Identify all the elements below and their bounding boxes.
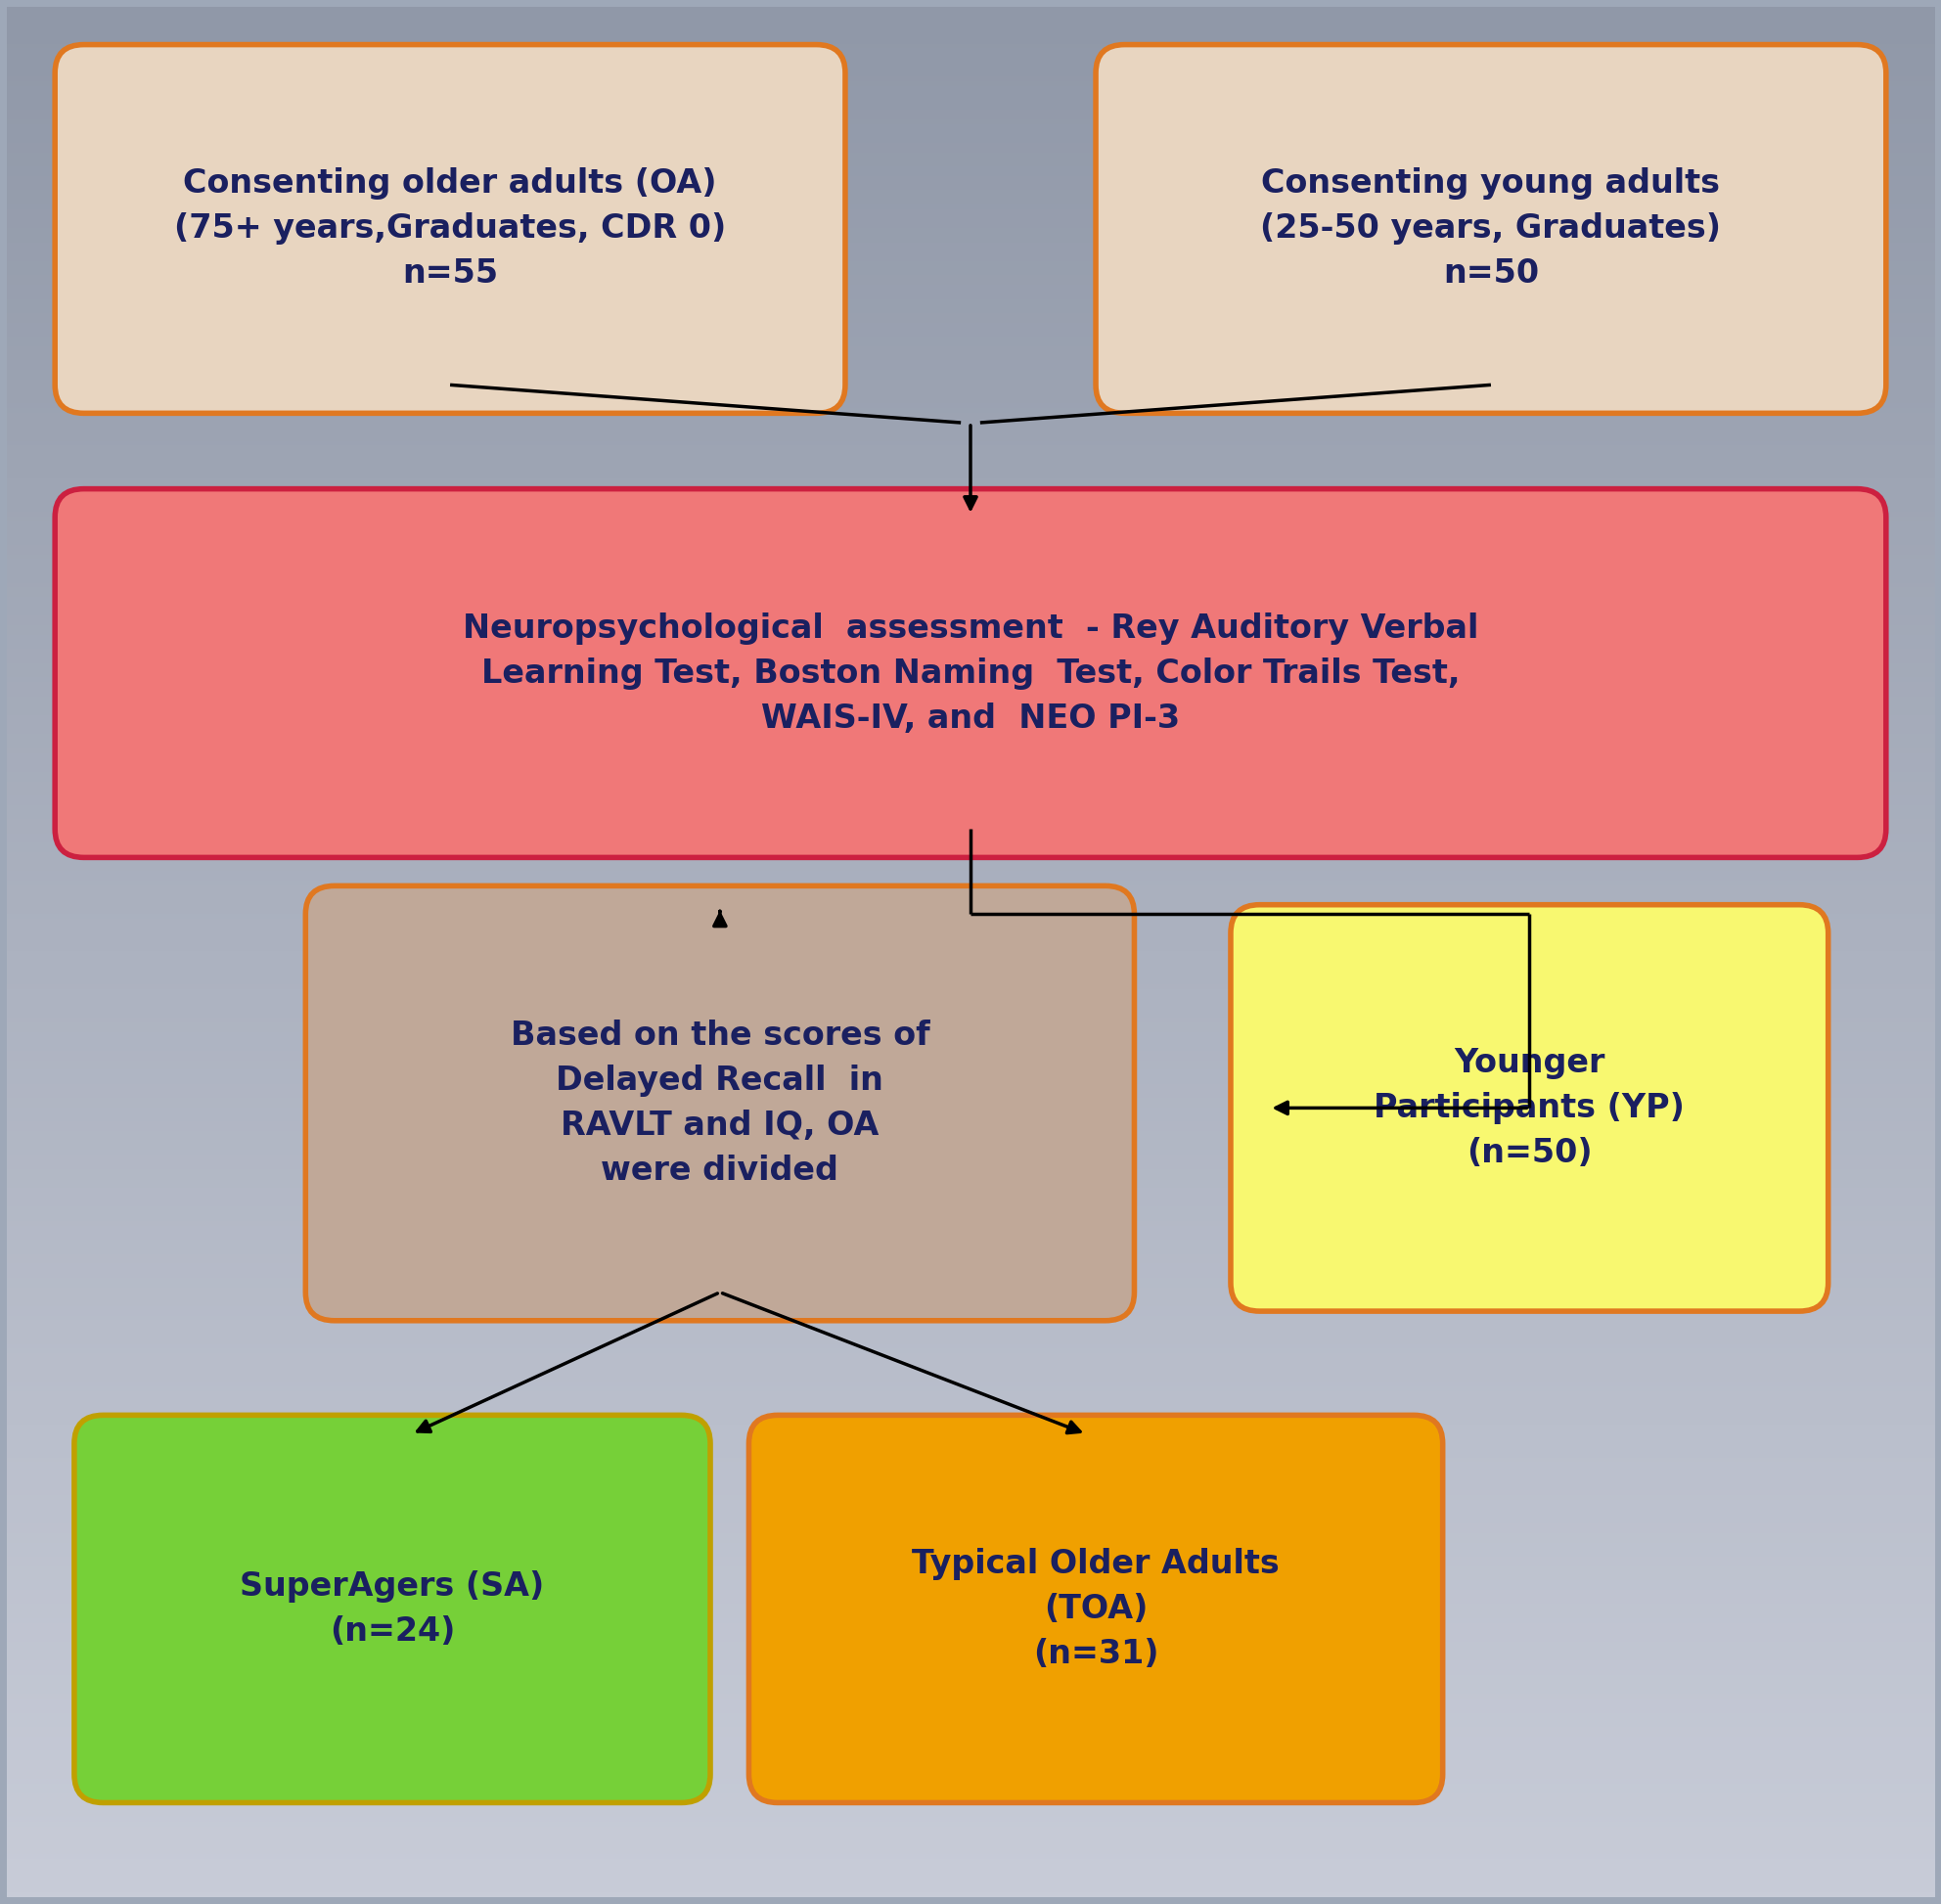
Text: Younger
Participants (YP)
(n=50): Younger Participants (YP) (n=50)	[1374, 1047, 1685, 1169]
FancyBboxPatch shape	[74, 1415, 710, 1803]
Text: Neuropsychological  assessment  - Rey Auditory Verbal
Learning Test, Boston Nami: Neuropsychological assessment - Rey Audi…	[462, 611, 1479, 735]
Text: SuperAgers (SA)
(n=24): SuperAgers (SA) (n=24)	[241, 1571, 545, 1647]
FancyBboxPatch shape	[305, 885, 1134, 1321]
Text: Consenting older adults (OA)
(75+ years,Graduates, CDR 0)
n=55: Consenting older adults (OA) (75+ years,…	[175, 168, 726, 289]
FancyBboxPatch shape	[54, 44, 844, 413]
FancyBboxPatch shape	[1231, 904, 1828, 1312]
FancyBboxPatch shape	[749, 1415, 1442, 1803]
FancyBboxPatch shape	[54, 489, 1887, 857]
Text: Typical Older Adults
(TOA)
(n=31): Typical Older Adults (TOA) (n=31)	[912, 1548, 1279, 1670]
Text: Consenting young adults
(25-50 years, Graduates)
n=50: Consenting young adults (25-50 years, Gr…	[1260, 168, 1722, 289]
FancyBboxPatch shape	[1097, 44, 1887, 413]
Text: Based on the scores of
Delayed Recall  in
RAVLT and IQ, OA
were divided: Based on the scores of Delayed Recall in…	[510, 1019, 930, 1186]
